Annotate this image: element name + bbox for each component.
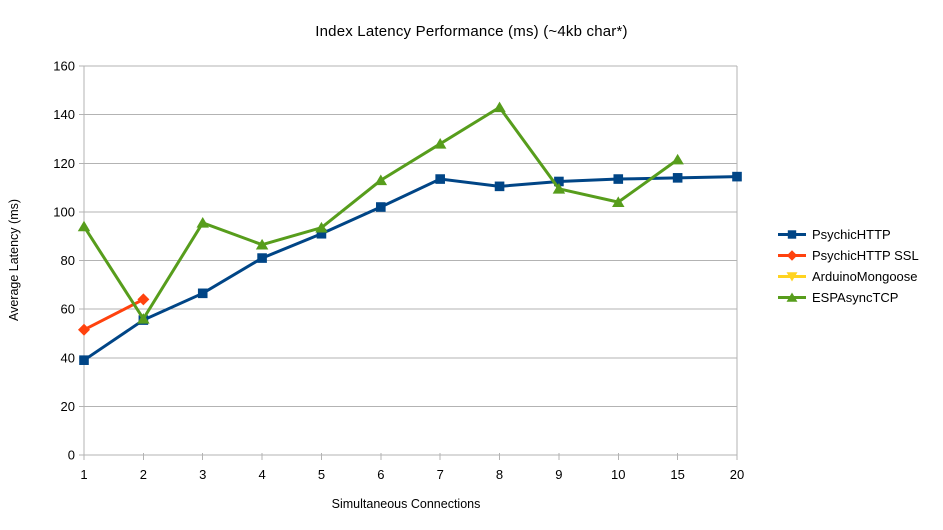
y-tick-label: 60: [61, 302, 75, 317]
y-tick-label: 20: [61, 399, 75, 414]
triangle-up-legend-marker-icon: [778, 292, 806, 302]
diamond-legend-marker-icon: [778, 250, 806, 261]
marker-psychichttp: [197, 288, 208, 299]
x-tick-label: 1: [80, 467, 87, 482]
marker-espasynctcp: [374, 174, 388, 186]
square-legend-marker-icon: [778, 230, 806, 239]
legend-marker: [786, 250, 798, 261]
marker-espasynctcp: [552, 183, 566, 194]
x-tick-label: 6: [377, 467, 384, 482]
x-tick-label: 3: [199, 467, 206, 482]
marker-espasynctcp: [137, 313, 150, 324]
y-tick-label: 120: [53, 156, 75, 171]
y-tick-label: 0: [68, 448, 75, 463]
x-tick-label: 2: [140, 467, 147, 482]
marker-psychichttp: [257, 253, 267, 263]
legend-marker: [787, 230, 797, 239]
legend-label: ESPAsyncTCP: [812, 290, 899, 305]
x-tick-label: 4: [258, 467, 265, 482]
legend-label: ArduinoMongoose: [812, 269, 918, 284]
legend-item-espasynctcp: ESPAsyncTCP: [777, 287, 919, 308]
marker-psychichttp: [613, 174, 624, 184]
legend-label: PsychicHTTP SSL: [812, 248, 919, 263]
marker-psychichttp: [316, 228, 327, 239]
legend-marker: [786, 292, 798, 302]
marker-espasynctcp: [612, 196, 625, 207]
marker-psychichttp-ssl: [78, 323, 90, 336]
x-tick-label: 9: [555, 467, 562, 482]
y-tick-label: 100: [53, 204, 75, 219]
marker-espasynctcp: [255, 238, 269, 250]
legend-item-arduinomongoose: ArduinoMongoose: [777, 266, 919, 287]
marker-psychichttp-ssl: [137, 293, 150, 306]
x-tick-label: 5: [318, 467, 325, 482]
x-tick-label: 8: [496, 467, 503, 482]
marker-psychichttp: [376, 202, 386, 212]
chart-title: Index Latency Performance (ms) (~4kb cha…: [315, 23, 628, 40]
series-line-espasynctcp: [82, 105, 679, 322]
triangle-down-legend-marker-icon: [778, 272, 806, 282]
marker-espasynctcp: [433, 138, 447, 149]
x-tick-label: 10: [611, 467, 625, 482]
marker-espasynctcp: [196, 217, 209, 228]
marker-psychichttp: [494, 181, 505, 192]
legend-marker: [786, 272, 798, 282]
series-line-psychichttp: [83, 175, 738, 362]
marker-psychichttp: [732, 171, 742, 182]
legend-label: PsychicHTTP: [812, 227, 891, 242]
x-tick-label: 7: [437, 467, 444, 482]
x-tick-label: 15: [670, 467, 684, 482]
x-tick-label: 20: [730, 467, 744, 482]
marker-espasynctcp: [315, 221, 328, 233]
marker-psychichttp: [672, 173, 683, 183]
marker-psychichttp: [435, 174, 445, 184]
marker-espasynctcp: [77, 220, 91, 232]
marker-psychichttp: [554, 176, 564, 187]
y-tick-label: 40: [61, 350, 75, 365]
y-tick-label: 140: [53, 107, 75, 122]
marker-espasynctcp: [671, 153, 684, 165]
marker-espasynctcp: [493, 101, 506, 113]
marker-psychichttp: [79, 355, 89, 365]
y-tick-label: 80: [61, 253, 75, 268]
y-tick-label: 160: [53, 59, 75, 74]
legend: PsychicHTTP PsychicHTTP SSL ArduinoMongoos…: [777, 224, 919, 308]
legend-item-psychichttp: PsychicHTTP: [777, 224, 919, 245]
legend-item-psychichttp-ssl: PsychicHTTP SSL: [777, 245, 919, 266]
x-axis-title: Simultaneous Connections: [331, 497, 481, 511]
